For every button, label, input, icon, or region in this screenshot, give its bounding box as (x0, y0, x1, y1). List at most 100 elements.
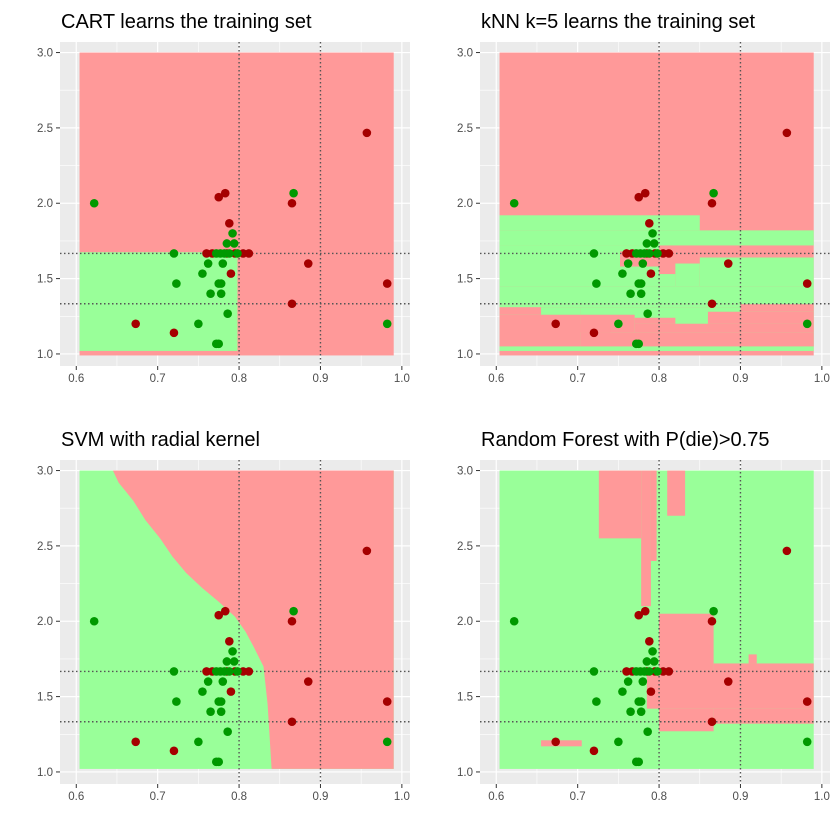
data-point-live (233, 249, 242, 258)
die-region (740, 304, 814, 312)
data-point-die (287, 198, 297, 208)
data-point-live (216, 707, 226, 716)
data-point-die (214, 192, 224, 202)
data-point-live (382, 737, 392, 747)
data-point-live (648, 229, 657, 238)
data-point-live (222, 239, 232, 248)
data-point-live (228, 229, 237, 238)
die-region (641, 470, 651, 607)
die-region (659, 708, 714, 732)
y-tick-label: 1.0 (37, 767, 53, 779)
data-point-live (198, 269, 207, 278)
x-tick-label: 0.6 (488, 791, 504, 803)
data-point-live (642, 657, 652, 666)
data-point-live (172, 697, 181, 706)
x-tick-label: 0.9 (732, 791, 748, 803)
data-point-live (643, 727, 652, 737)
data-point-die (226, 687, 236, 696)
y-tick-label: 3.0 (37, 466, 53, 478)
data-point-live (206, 707, 215, 716)
data-point-die (382, 697, 392, 706)
data-point-live (618, 269, 627, 278)
data-point-live (592, 279, 601, 288)
live-region (499, 245, 620, 287)
data-point-die (640, 606, 650, 616)
data-point-die (551, 319, 560, 329)
data-point-live (172, 279, 181, 288)
data-point-die (707, 717, 717, 727)
die-region (650, 470, 657, 561)
live-region (620, 245, 660, 252)
y-tick-label: 3.0 (37, 48, 53, 60)
y-tick-label: 1.0 (37, 349, 53, 361)
live-region (499, 230, 814, 246)
data-point-live (636, 289, 646, 298)
data-point-live (643, 309, 652, 319)
y-tick-label: 2.0 (457, 198, 473, 210)
data-point-live (636, 697, 646, 706)
data-point-live (194, 319, 203, 329)
x-tick-label: 1.0 (394, 791, 410, 803)
data-point-live (634, 757, 644, 767)
data-point-die (244, 249, 254, 258)
data-point-die (220, 606, 230, 616)
data-point-die (723, 259, 733, 268)
data-point-live (645, 249, 654, 258)
data-point-live (509, 616, 519, 626)
data-point-die (382, 279, 392, 288)
y-tick-label: 2.5 (37, 541, 53, 553)
y-tick-label: 3.0 (457, 466, 473, 478)
y-tick-label: 2.5 (457, 123, 473, 135)
data-point-live (653, 667, 662, 676)
live-region (499, 215, 700, 231)
data-point-die (646, 687, 656, 696)
x-tick-label: 0.7 (570, 373, 586, 385)
data-point-die (169, 328, 179, 338)
y-tick-label: 2.0 (37, 616, 53, 628)
data-point-live (592, 697, 601, 706)
data-point-die (551, 737, 560, 747)
panel-title: SVM with radial kernel (61, 429, 260, 451)
data-point-live (642, 239, 652, 248)
data-point-live (618, 687, 627, 696)
panel-title: Random Forest with P(die)>0.75 (481, 429, 769, 451)
data-point-live (802, 737, 812, 747)
data-point-live (709, 188, 718, 198)
die-region (634, 323, 814, 333)
data-point-live (623, 677, 633, 686)
x-tick-label: 1.0 (814, 373, 830, 385)
die-region (667, 470, 686, 516)
x-tick-label: 1.0 (814, 791, 830, 803)
data-point-live (89, 198, 99, 208)
data-point-live (614, 737, 623, 747)
data-point-live (169, 667, 179, 676)
die-region (499, 314, 581, 347)
data-point-live (194, 737, 203, 747)
live-region (79, 252, 238, 351)
x-tick-label: 0.6 (68, 373, 84, 385)
die-region (541, 740, 582, 747)
die-region (748, 654, 757, 664)
data-point-die (287, 616, 297, 626)
data-point-die (664, 667, 674, 676)
data-point-live (206, 289, 215, 298)
data-point-live (382, 319, 392, 329)
data-point-die (589, 328, 599, 338)
data-point-live (648, 647, 657, 656)
y-tick-label: 2.0 (37, 198, 53, 210)
live-region (675, 263, 700, 287)
data-point-die (589, 746, 599, 756)
data-point-die (645, 218, 654, 228)
die-region (580, 332, 814, 347)
y-tick-label: 3.0 (457, 48, 473, 60)
data-point-live (203, 259, 213, 268)
data-point-die (362, 546, 372, 556)
x-tick-label: 0.7 (570, 791, 586, 803)
data-point-die (707, 616, 717, 626)
y-tick-label: 2.5 (37, 123, 53, 135)
x-tick-label: 0.7 (150, 791, 166, 803)
data-point-die (214, 610, 224, 620)
data-point-live (228, 647, 237, 656)
x-tick-label: 0.7 (150, 373, 166, 385)
die-region (713, 663, 814, 671)
